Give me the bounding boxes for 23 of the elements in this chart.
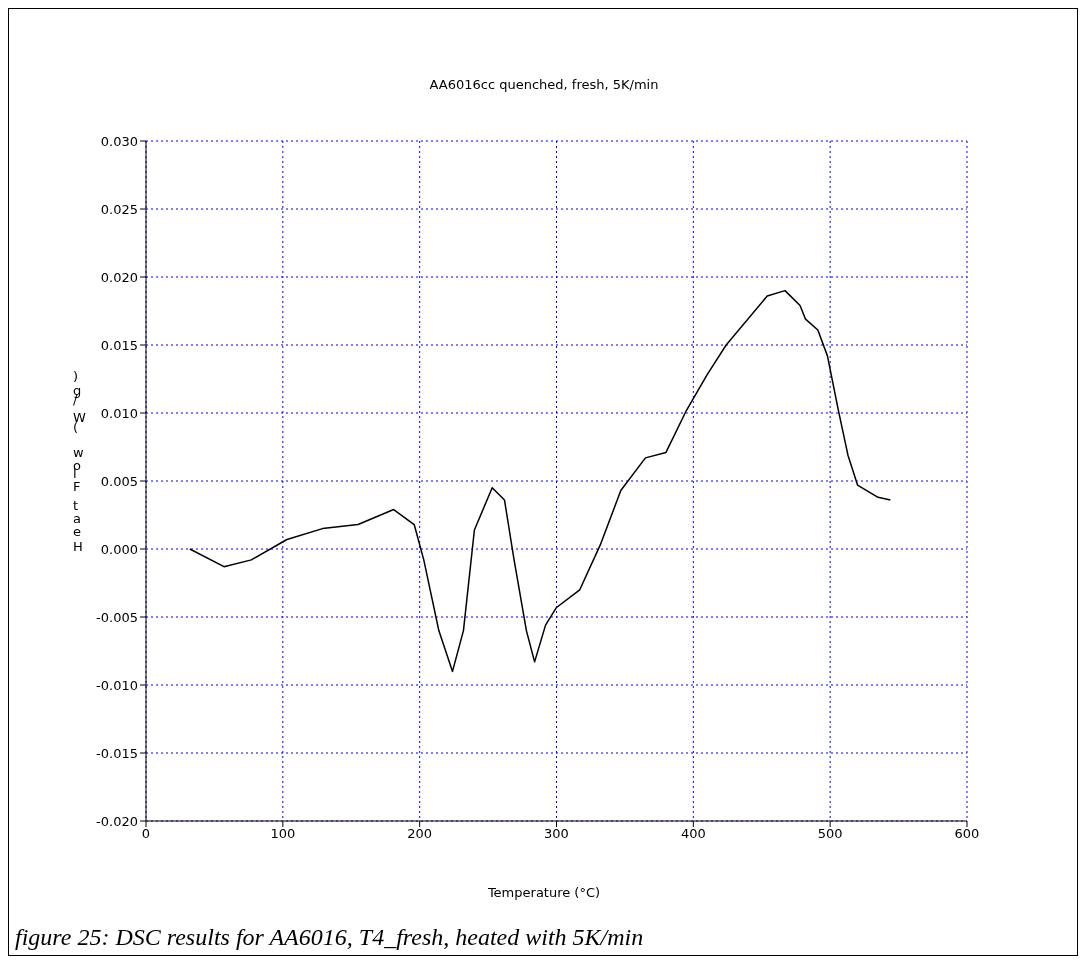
- y-tick-label: 0.000: [100, 541, 138, 557]
- x-tick-label: 100: [270, 826, 296, 842]
- line-series: [189, 289, 892, 673]
- x-tick-label: 300: [544, 826, 569, 842]
- x-axis-title: Temperature (°C): [486, 885, 602, 900]
- y-tick-label: -0.020: [96, 813, 138, 829]
- x-tick-label: 200: [407, 826, 433, 842]
- y-tick-label: -0.005: [96, 609, 138, 625]
- x-tick-label: 0: [141, 826, 151, 842]
- y-tick-label: -0.015: [96, 745, 138, 761]
- chart-title: AA6016cc quenched, fresh, 5K/min: [428, 77, 660, 92]
- x-tick-label: 600: [954, 826, 980, 842]
- y-tick-label: 0.020: [100, 269, 138, 285]
- x-tick-label: 500: [817, 826, 843, 842]
- y-axis-title: Heat Flow (W/g): [73, 369, 91, 554]
- y-tick-label: 0.030: [100, 133, 138, 149]
- y-tick-label: 0.015: [100, 337, 138, 353]
- y-tick-label: 0.005: [100, 473, 138, 489]
- y-tick-label: -0.010: [96, 677, 138, 693]
- y-tick-label: 0.025: [100, 201, 138, 217]
- caption: figure 25: DSC results for AA6016, T4_fresh, heated with 5K/min: [15, 924, 644, 951]
- x-tick-label: 400: [680, 826, 706, 842]
- y-tick-label: 0.010: [100, 405, 138, 421]
